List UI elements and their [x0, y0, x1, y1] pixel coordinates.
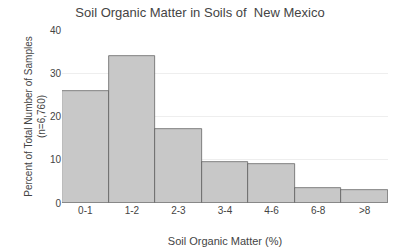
svg-text:20: 20	[50, 111, 62, 122]
svg-text:Soil Organic Matter (%): Soil Organic Matter (%)	[168, 235, 282, 247]
svg-text:0: 0	[55, 198, 61, 209]
svg-text:4-6: 4-6	[264, 205, 279, 216]
svg-text:2-3: 2-3	[171, 205, 186, 216]
svg-text:10: 10	[50, 154, 62, 165]
svg-text:Soil Organic Matter in Soils o: Soil Organic Matter in Soils of New Mexi…	[75, 5, 324, 20]
svg-text:40: 40	[50, 25, 62, 36]
svg-text:30: 30	[50, 68, 62, 79]
svg-text:Percent of Total Number of Sam: Percent of Total Number of Samples(n=6,7…	[23, 36, 47, 196]
svg-text:0-1: 0-1	[78, 205, 93, 216]
svg-text:6-8: 6-8	[311, 205, 326, 216]
svg-text:1-2: 1-2	[125, 205, 140, 216]
svg-text:3-4: 3-4	[218, 205, 233, 216]
svg-text:>8: >8	[359, 205, 371, 216]
